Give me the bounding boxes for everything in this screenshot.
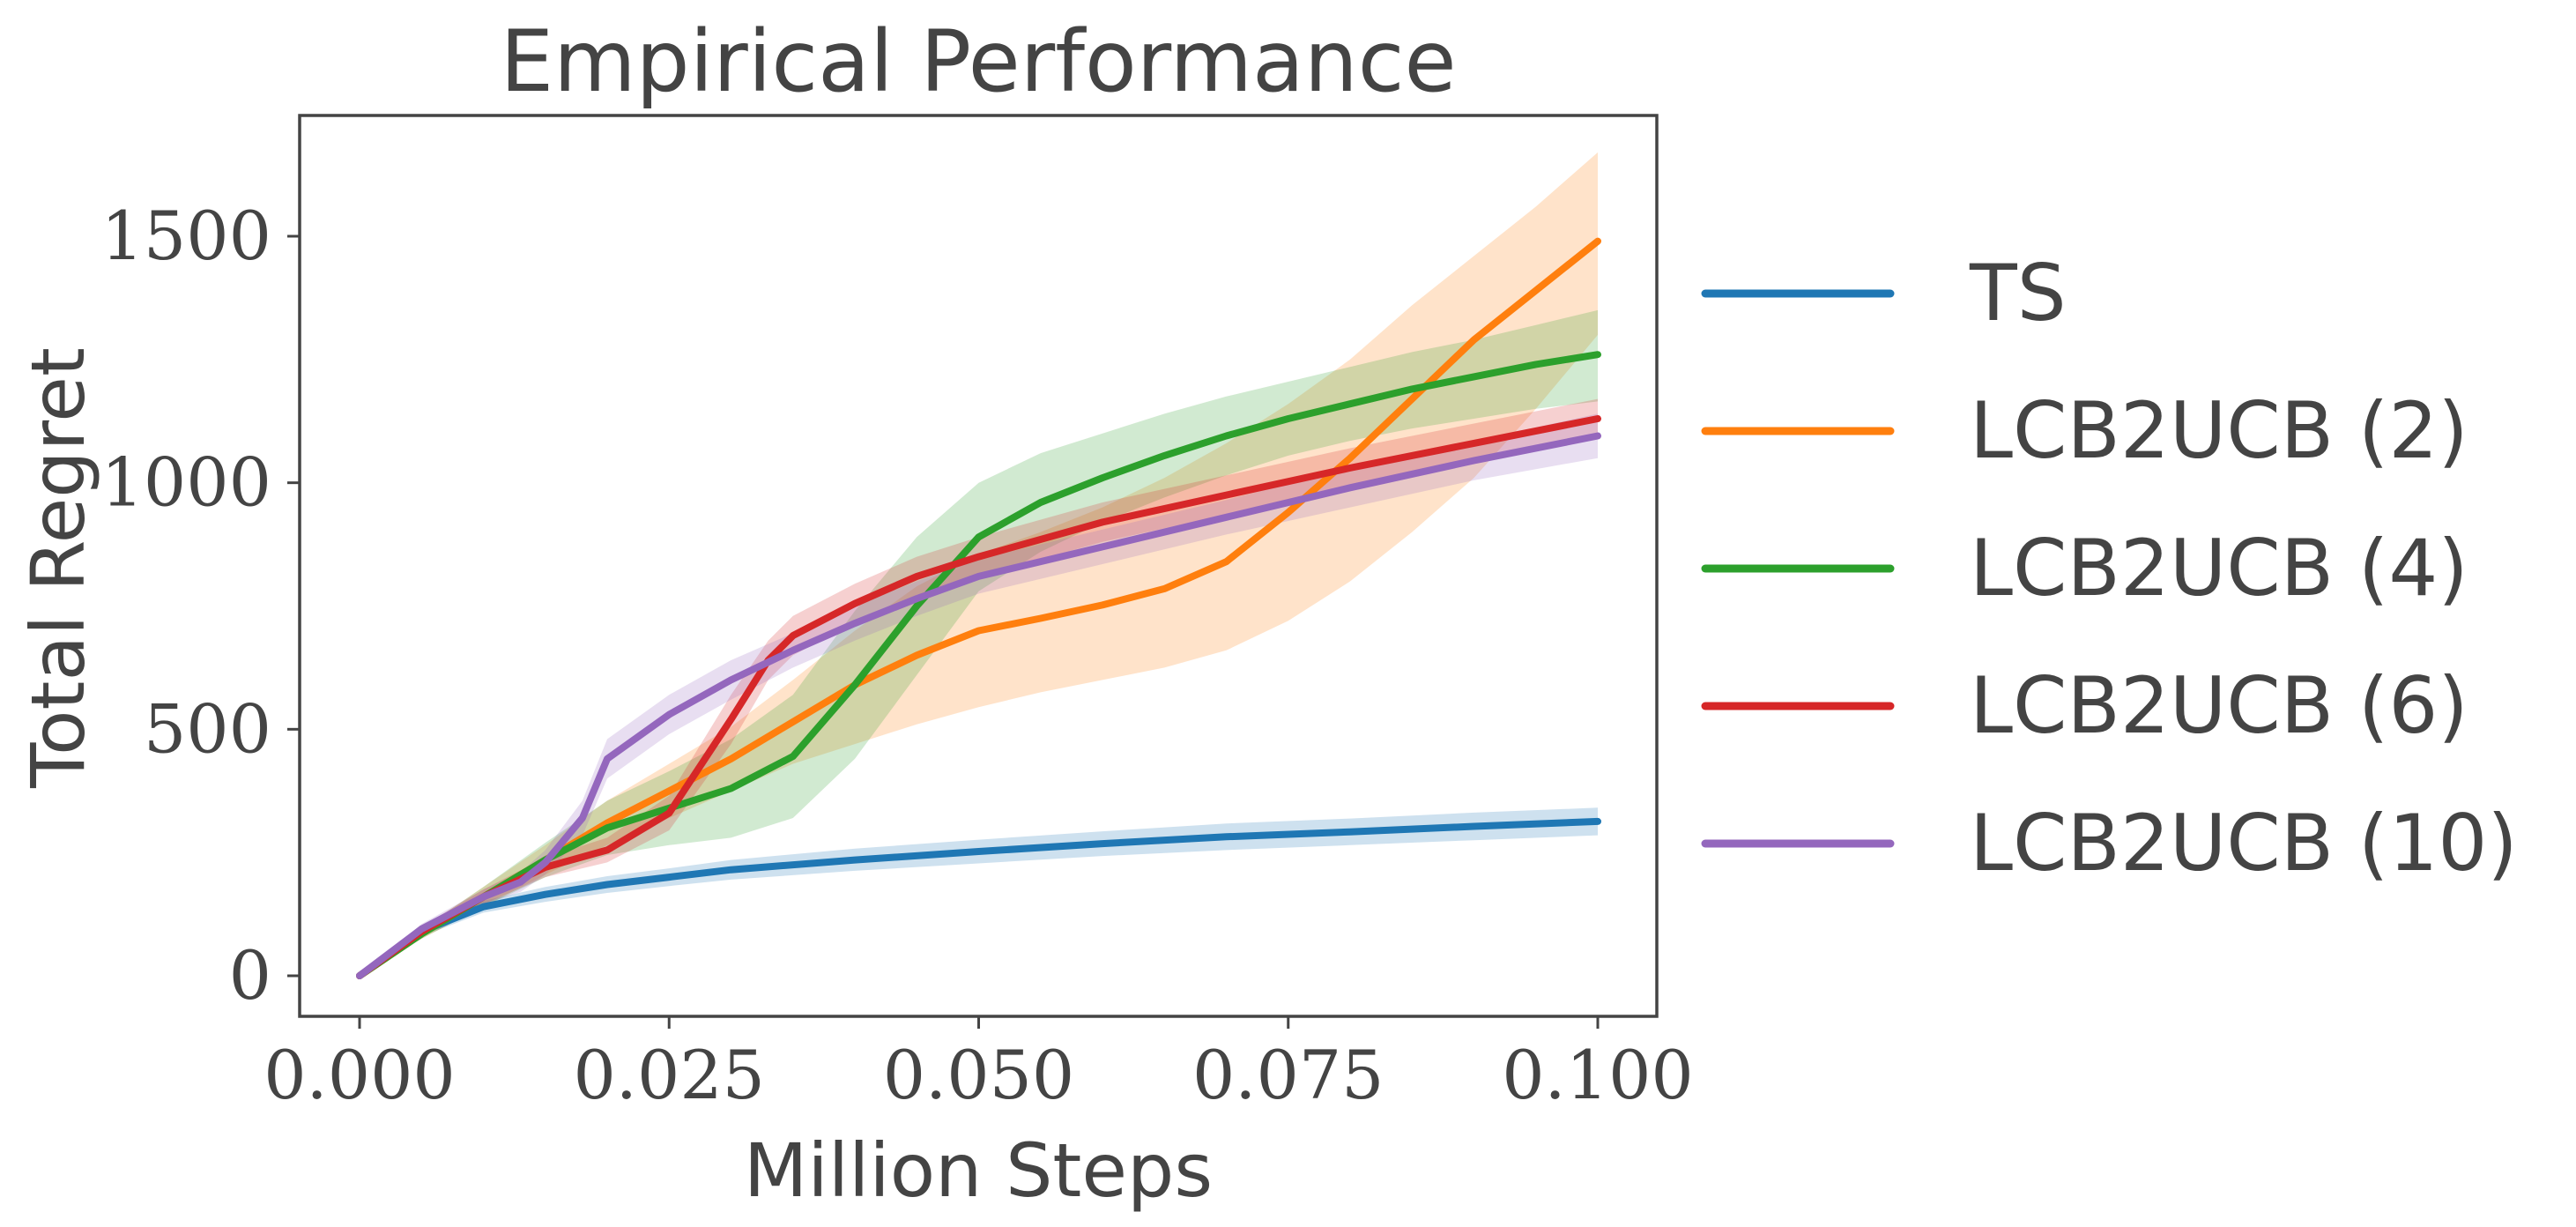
- chart-title: Empirical Performance: [500, 12, 1456, 111]
- x-axis-label: Million Steps: [744, 1127, 1213, 1214]
- y-axis-label: Total Regret: [15, 347, 101, 789]
- y-tick-label: 1500: [101, 197, 271, 275]
- x-tick-label: 0.075: [1192, 1036, 1385, 1114]
- y-tick-label: 0: [229, 936, 271, 1015]
- plot-area: [356, 152, 1601, 979]
- series-line-2: [356, 351, 1601, 979]
- x-tick-label: 0.000: [264, 1036, 456, 1114]
- y-tick-label: 500: [144, 689, 271, 768]
- x-tick-label: 0.050: [883, 1036, 1075, 1114]
- series-line-0: [356, 817, 1601, 979]
- y-tick-label: 1000: [101, 443, 271, 522]
- legend-label-3: LCB2UCB (6): [1970, 660, 2468, 751]
- legend-label-1: LCB2UCB (2): [1970, 385, 2468, 476]
- confidence-band-series-1: [360, 152, 1598, 976]
- x-tick-label: 0.025: [573, 1036, 765, 1114]
- legend: TS LCB2UCB (2) LCB2UCB (4) LCB2UCB (6) LCB2U…: [1701, 248, 2518, 889]
- legend-label-4: LCB2UCB (10): [1970, 798, 2518, 889]
- confidence-band-series-3: [360, 398, 1598, 977]
- axes: 0.000 0.025 0.050 0.075 0.100 0 500 1000 1500: [101, 114, 1694, 1114]
- legend-label-0: TS: [1969, 248, 2067, 338]
- confidence-band-series-4: [360, 413, 1598, 976]
- series-line-4: [356, 432, 1601, 979]
- legend-label-2: LCB2UCB (4): [1970, 523, 2468, 614]
- x-tick-label: 0.100: [1502, 1036, 1694, 1114]
